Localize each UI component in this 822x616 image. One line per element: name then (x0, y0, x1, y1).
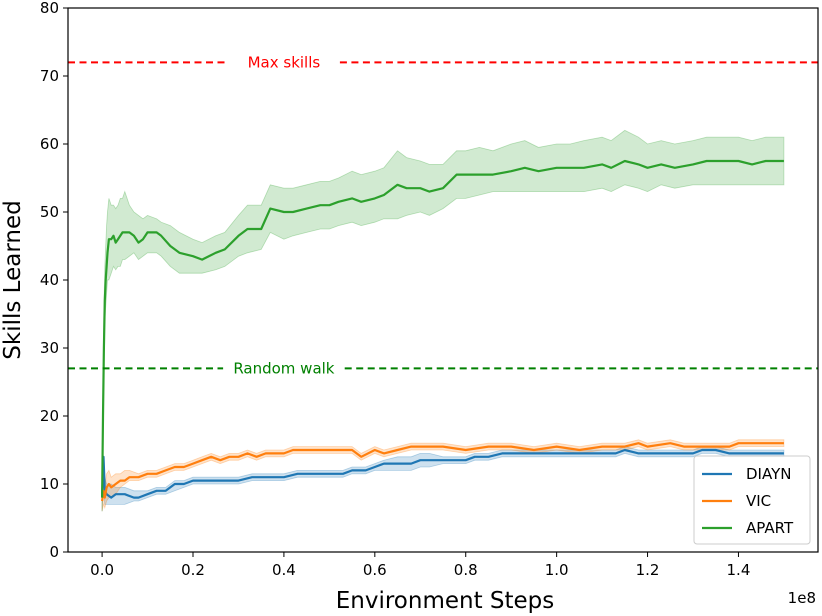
x-tick-label: 0.2 (181, 561, 205, 579)
reference-label-0: Max skills (248, 53, 321, 71)
y-tick-label: 30 (40, 339, 59, 357)
x-tick-label: 0.8 (454, 561, 478, 579)
series-lines (101, 159, 784, 502)
y-tick-label: 0 (49, 543, 59, 561)
x-tick-label: 1.2 (636, 561, 660, 579)
x-tick-label: 1.0 (545, 561, 569, 579)
legend-box (693, 455, 811, 545)
x-tick-label: 0.4 (272, 561, 296, 579)
y-tick-label: 10 (40, 475, 59, 493)
reference-lines: Max skills Random walk (68, 53, 818, 377)
y-tick-label: 80 (40, 0, 59, 17)
x-tick-label: 1.4 (727, 561, 751, 579)
y-tick-label: 50 (40, 203, 59, 221)
apart-band (101, 129, 785, 512)
y-axis-label: Skills Learned (0, 200, 26, 359)
vic-line (101, 442, 784, 502)
x-axis-offset-label: 1e8 (788, 589, 816, 607)
x-axis-label: Environment Steps (336, 588, 555, 614)
ticks: 0.0 0.2 0.4 0.6 0.8 1.0 1.2 1.4 0 10 20 30 40 50 60 70 8… (40, 0, 750, 579)
y-tick-label: 60 (40, 135, 59, 153)
legend-label-vic: VIC (746, 492, 771, 510)
x-tick-label: 0.0 (90, 561, 114, 579)
apart-line (101, 159, 784, 498)
legend-label-diayn: DIAYN (746, 465, 791, 483)
diayn-line (101, 448, 784, 499)
legend-label-apart: APART (746, 519, 794, 537)
y-tick-label: 70 (40, 67, 59, 85)
y-tick-label: 40 (40, 271, 59, 289)
x-tick-label: 0.6 (363, 561, 387, 579)
reference-label-1: Random walk (233, 359, 334, 377)
y-tick-label: 20 (40, 407, 59, 425)
legend: DIAYN VIC APART (693, 455, 811, 545)
